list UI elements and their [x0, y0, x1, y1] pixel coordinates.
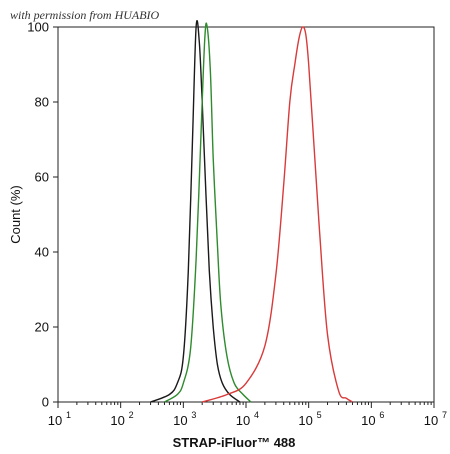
x-tick-label: 10: [236, 413, 250, 428]
y-tick-label: 0: [42, 395, 49, 410]
x-tick-base: 10: [48, 413, 62, 428]
x-tick-exponent: 5: [317, 410, 322, 420]
x-tick-label: 10: [110, 413, 124, 428]
x-tick-label: 10: [361, 413, 375, 428]
x-tick-base: 10: [361, 413, 375, 428]
x-tick-base: 10: [236, 413, 250, 428]
x-tick-exponent: 1: [66, 410, 71, 420]
x-tick-label: 10: [48, 413, 62, 428]
x-tick-base: 10: [110, 413, 124, 428]
x-tick-base: 10: [298, 413, 312, 428]
x-tick-exponent: 2: [129, 410, 134, 420]
y-tick-label: 80: [35, 95, 49, 110]
plot-frame: [57, 26, 435, 403]
x-tick-exponent: 4: [254, 410, 259, 420]
y-tick-label: 20: [35, 320, 49, 335]
y-tick-label: 100: [27, 20, 49, 35]
x-tick-exponent: 3: [191, 410, 196, 420]
y-tick-label: 60: [35, 170, 49, 185]
histogram-curve-green: [164, 22, 252, 403]
x-tick-exponent: 6: [379, 410, 384, 420]
x-tick-label: 10: [424, 413, 438, 428]
watermark: with permission from HUABIO: [10, 8, 160, 22]
x-tick-base: 10: [424, 413, 438, 428]
histogram-curve-black: [150, 20, 241, 403]
x-tick-base: 10: [173, 413, 187, 428]
y-axis-label: Count (%): [8, 185, 23, 244]
histogram-curve-red: [202, 26, 353, 403]
x-axis-label: STRAP-iFluor™ 488: [173, 435, 296, 450]
x-tick-exponent: 7: [442, 410, 447, 420]
x-tick-label: 10: [298, 413, 312, 428]
y-tick-label: 40: [35, 245, 49, 260]
x-tick-label: 10: [173, 413, 187, 428]
